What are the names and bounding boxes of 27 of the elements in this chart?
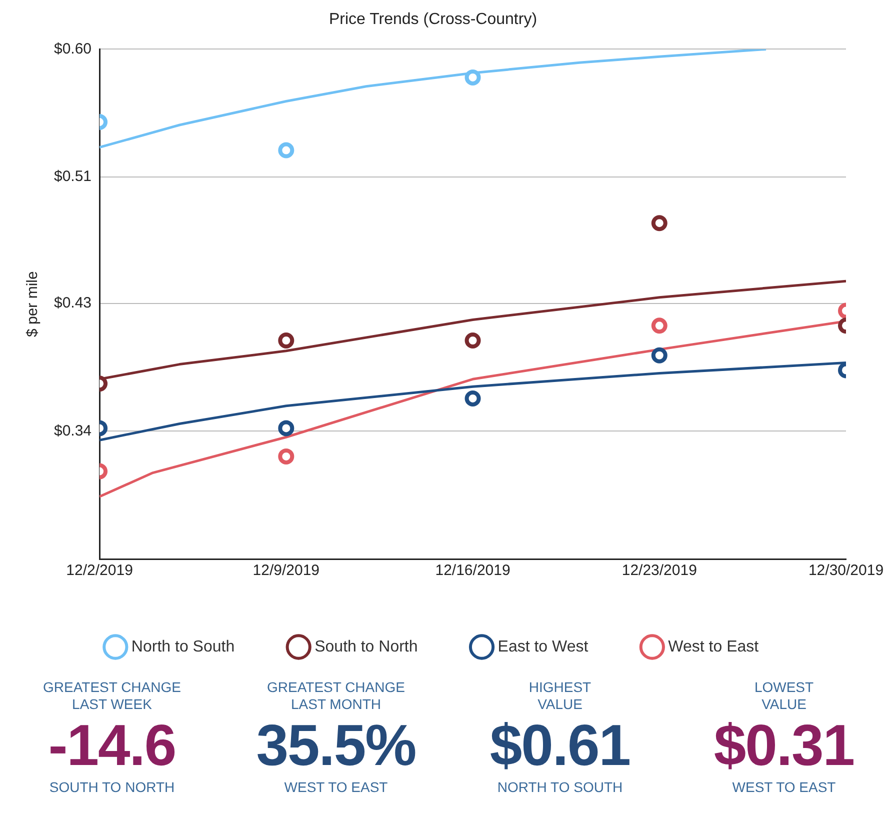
y-tick-label: $0.51: [54, 168, 92, 186]
legend-label: West to East: [668, 638, 760, 656]
chart-title: Price Trends (Cross-Country): [328, 11, 538, 28]
text: GREATEST CHANGE LAST MONTH: [266, 679, 406, 713]
text: GREATEST CHANGE LAST WEEK: [42, 679, 182, 713]
text: LOWEST VALUE: [753, 679, 815, 713]
legend-label: South to North: [314, 638, 418, 656]
y-tick-label: $0.60: [54, 40, 92, 58]
x-tick-label: 12/30/2019: [808, 562, 884, 580]
text: NORTH TO SOUTH: [496, 779, 624, 795]
text: WEST TO EAST: [731, 779, 837, 795]
text: 35.5%: [255, 713, 417, 779]
text: -14.6: [47, 713, 177, 779]
y-tick-label: $0.34: [54, 422, 92, 440]
x-tick-label: 12/9/2019: [252, 562, 320, 580]
text: $0.31: [712, 713, 856, 779]
text: SOUTH TO NORTH: [48, 779, 176, 795]
x-tick-label: 12/2/2019: [66, 562, 133, 580]
legend-label: North to South: [131, 638, 235, 656]
x-tick-label: 12/16/2019: [435, 562, 510, 580]
text: $0.61: [488, 713, 632, 779]
y-axis-title: $ per mile: [24, 271, 42, 338]
text: WEST TO EAST: [283, 779, 389, 795]
text: HIGHEST VALUE: [528, 679, 592, 713]
x-tick-label: 12/23/2019: [622, 562, 697, 580]
y-tick-label: $0.43: [54, 294, 92, 312]
legend-label: East to West: [498, 638, 589, 656]
